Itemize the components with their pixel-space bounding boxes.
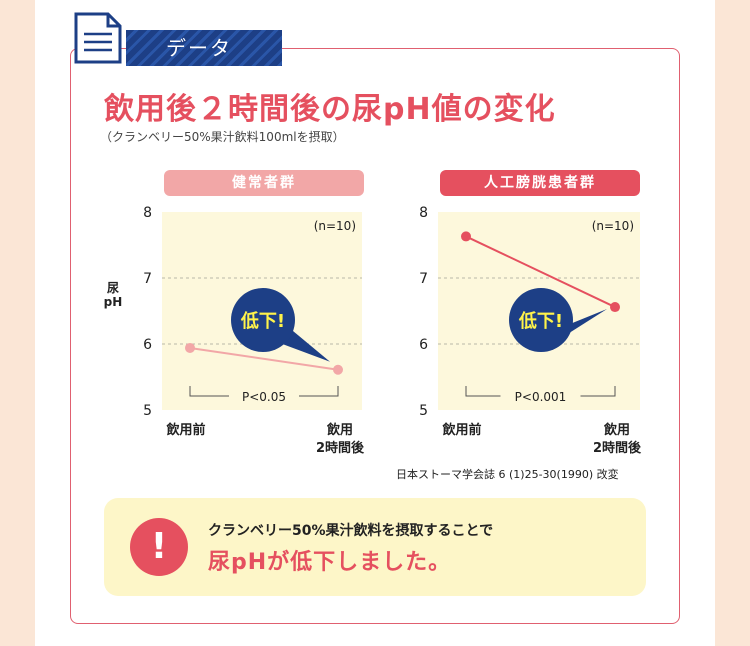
callout-bubble-0 (231, 288, 295, 352)
data-point-0-0 (185, 342, 195, 353)
y-tick-label-0-2: 7 (143, 271, 152, 287)
source-citation: 日本ストーマ学会誌 6 (1)25-30(1990) 改変 (396, 468, 619, 481)
data-point-1-1 (610, 302, 620, 313)
callout-bubble-1 (509, 288, 573, 352)
page-title: 飲用後２時間後の尿pH値の変化 (104, 92, 556, 127)
callout-text-1: 低下! (518, 310, 563, 332)
y-tick-label-1-1: 6 (419, 337, 428, 353)
y-tick-label-0-1: 6 (143, 337, 152, 353)
document-icon (74, 12, 122, 64)
y-tick-label-0-3: 8 (143, 205, 152, 221)
series-line-0 (189, 346, 339, 371)
x-tick-label-0-1-1: 2時間後 (316, 440, 365, 456)
y-axis-label-0-1: pH (104, 295, 123, 309)
group-label-urostomy: 人工膀胱患者群 (440, 170, 640, 196)
p-label-bg-1 (500, 387, 581, 405)
page-subtitle: （クランベリー50%果汁飲料100mlを摂取） (100, 130, 345, 144)
p-value-label-1: P<0.001 (515, 390, 567, 404)
y-tick-label-1-0: 5 (419, 403, 428, 419)
data-point-0-1 (333, 364, 343, 375)
p-value-label-0: P<0.05 (242, 390, 286, 404)
n-label-0: (n=10) (314, 219, 356, 233)
conclusion-box: ! クランベリー50%果汁飲料を摂取することで 尿pHが低下しました。 (104, 498, 646, 596)
x-tick-label-0-0-0: 飲用前 (165, 422, 205, 438)
exclamation-icon: ! (130, 518, 188, 576)
group-label-healthy: 健常者群 (164, 170, 364, 196)
y-tick-label-0-0: 5 (143, 403, 152, 419)
x-tick-label-1-0-0: 飲用前 (441, 422, 481, 438)
p-label-bg-0 (229, 387, 299, 405)
n-label-1: (n=10) (592, 219, 634, 233)
callout-text-0: 低下! (240, 310, 285, 332)
callout-tail-1 (555, 309, 607, 342)
conclusion-line-2: 尿pHが低下しました。 (208, 550, 452, 575)
data-tag: データ (126, 30, 282, 66)
y-tick-label-1-3: 8 (419, 205, 428, 221)
conclusion-line-1: クランベリー50%果汁飲料を摂取することで (208, 523, 494, 539)
y-tick-label-1-2: 7 (419, 271, 428, 287)
x-tick-label-0-1-0: 飲用 (326, 422, 353, 438)
x-tick-label-1-1-0: 飲用 (603, 422, 630, 438)
data-point-1-0 (461, 231, 471, 242)
series-line-1 (465, 235, 616, 308)
y-axis-label-0-0: 尿 (107, 280, 119, 295)
x-tick-label-1-1-1: 2時間後 (593, 440, 642, 456)
